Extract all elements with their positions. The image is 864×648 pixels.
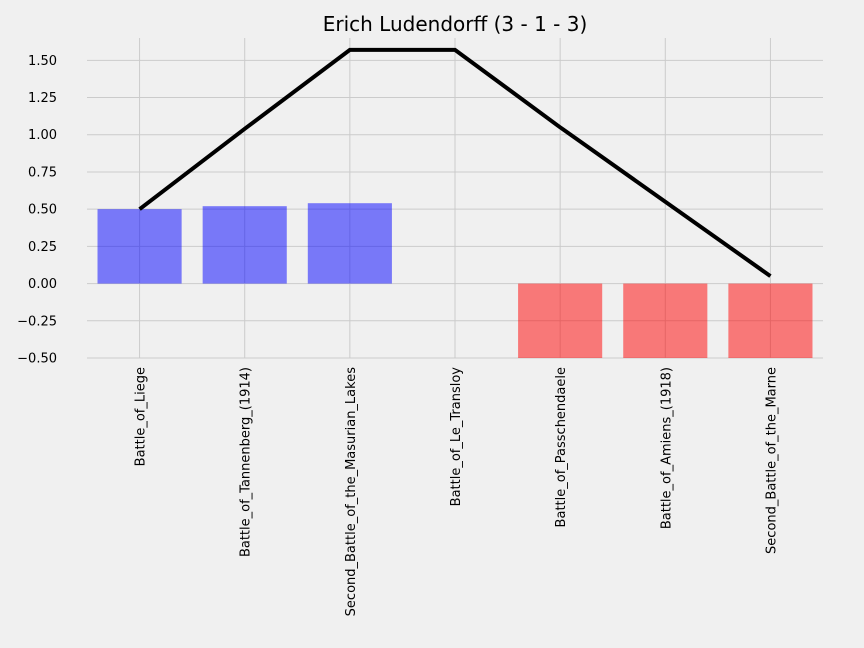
bar xyxy=(202,206,287,284)
x-axis-ticks: Battle_of_Liege Battle_of_Tannenberg_(191… xyxy=(134,367,780,617)
bar xyxy=(728,283,813,358)
y-tick-label: 1.50 xyxy=(28,54,57,69)
x-tick-label: Second_Battle_of_the_Marne xyxy=(764,367,779,554)
bar xyxy=(518,283,603,358)
y-tick-label: 0.00 xyxy=(28,277,57,292)
y-tick-label: 0.75 xyxy=(28,165,57,180)
grid-layer xyxy=(87,38,823,359)
series-line xyxy=(138,47,772,278)
bar xyxy=(97,209,182,284)
y-tick-label: −0.50 xyxy=(17,352,57,367)
bar xyxy=(307,203,392,284)
y-tick-label: 0.25 xyxy=(28,240,57,255)
y-tick-label: 0.50 xyxy=(28,203,57,218)
y-tick-label: 1.25 xyxy=(28,91,57,106)
y-axis-ticks: −0.50 −0.25 0.00 0.25 0.50 0.75 1.00 1.25 1.50 xyxy=(17,54,57,367)
bar-layer xyxy=(97,203,813,358)
x-tick-label: Battle_of_Amiens_(1918) xyxy=(659,367,674,529)
x-tick-label: Battle_of_Passchendaele xyxy=(554,367,569,527)
y-tick-label: −0.25 xyxy=(17,314,57,329)
x-tick-label: Battle_of_Tannenberg_(1914) xyxy=(239,367,254,557)
x-tick-label: Second_Battle_of_the_Masurian_Lakes xyxy=(344,367,359,617)
bar xyxy=(623,283,708,358)
x-tick-label: Battle_of_Le_Transloy xyxy=(449,367,464,507)
y-tick-label: 1.00 xyxy=(28,128,57,143)
chart-title: Erich Ludendorff (3 - 1 - 3) xyxy=(323,12,588,36)
x-tick-label: Battle_of_Liege xyxy=(134,367,149,466)
line-layer xyxy=(138,47,772,278)
